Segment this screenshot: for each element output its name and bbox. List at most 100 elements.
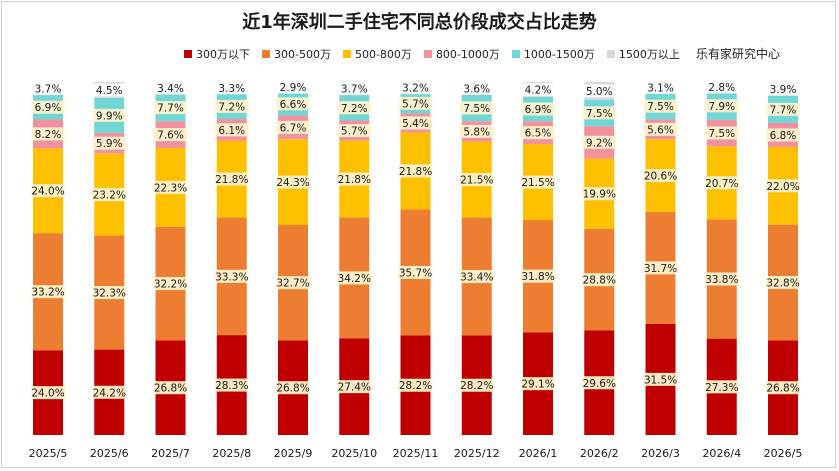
data-label: 2.8% xyxy=(708,82,735,94)
data-label-bg xyxy=(643,99,678,113)
data-label-bg xyxy=(31,82,65,96)
legend-item: 500-800万 xyxy=(342,46,412,62)
legend: 300万以下 300-500万 500-800万 800-1000万 1000-… xyxy=(184,46,680,62)
data-label: 22.3% xyxy=(154,182,187,194)
data-label-bg xyxy=(92,83,127,97)
data-label: 33.2% xyxy=(31,287,64,299)
data-label-bg xyxy=(766,179,800,193)
data-label-bg xyxy=(459,378,494,392)
data-label: 33.4% xyxy=(460,272,493,284)
data-label: 21.5% xyxy=(460,175,493,187)
data-label-bg xyxy=(337,82,372,96)
data-label: 20.7% xyxy=(705,178,738,190)
data-label: 7.5% xyxy=(463,103,490,115)
data-label: 4.2% xyxy=(525,84,552,96)
data-label: 29.1% xyxy=(521,379,554,391)
data-label-bg xyxy=(766,128,800,142)
data-label: 28.8% xyxy=(583,275,616,287)
data-label: 24.0% xyxy=(31,388,64,400)
data-label-bg xyxy=(459,101,494,115)
data-label: 7.5% xyxy=(708,128,735,140)
data-label-bg xyxy=(766,82,800,96)
data-label-bg xyxy=(459,81,494,95)
data-label: 33.3% xyxy=(215,271,248,283)
data-label: 26.8% xyxy=(766,383,799,395)
data-label-bg xyxy=(398,378,433,392)
x-tick-label: 2026/4 xyxy=(702,447,741,460)
data-label-bg xyxy=(276,381,310,395)
x-tick-label: 2025/6 xyxy=(90,447,129,460)
data-label-bg xyxy=(398,265,433,279)
legend-label: 1500万以上 xyxy=(618,48,680,61)
data-label: 20.6% xyxy=(644,171,677,183)
data-label-bg xyxy=(459,173,494,187)
legend-item: 800-1000万 xyxy=(423,46,500,62)
x-tick-label: 2025/8 xyxy=(212,447,251,460)
data-label-bg xyxy=(398,96,433,110)
data-label-bg xyxy=(337,101,372,115)
data-label-bg xyxy=(31,285,65,299)
data-label: 3.2% xyxy=(402,83,429,95)
data-label: 26.8% xyxy=(154,383,187,395)
data-label-bg xyxy=(214,123,249,137)
data-label: 24.3% xyxy=(276,177,309,189)
data-label-bg xyxy=(521,102,555,116)
data-label-bg xyxy=(643,122,678,136)
data-label-bg xyxy=(92,188,127,202)
data-label-bg xyxy=(276,175,310,189)
data-label-bg xyxy=(153,381,188,395)
data-label: 26.8% xyxy=(276,383,309,395)
x-tick-label: 2025/9 xyxy=(274,447,313,460)
data-label: 33.8% xyxy=(705,274,738,286)
data-label-bg xyxy=(31,386,65,400)
data-label: 3.6% xyxy=(463,83,490,95)
legend-swatch xyxy=(606,50,615,58)
data-label: 7.2% xyxy=(218,101,245,113)
data-label-bg xyxy=(398,164,433,178)
data-label: 6.1% xyxy=(218,125,245,137)
data-label: 3.7% xyxy=(35,84,62,96)
chart-title: 近1年深圳二手住宅不同总价段成交占比走势 xyxy=(242,12,597,33)
data-label: 5.7% xyxy=(341,126,368,138)
data-label: 27.3% xyxy=(705,382,738,394)
data-label-bg xyxy=(276,120,310,134)
data-label-bg xyxy=(582,84,617,98)
data-label: 31.5% xyxy=(644,374,677,386)
data-label-bg xyxy=(766,276,800,290)
data-label: 3.3% xyxy=(218,83,245,95)
legend-item: 1500万以上 xyxy=(606,46,680,62)
data-label-bg xyxy=(153,128,188,142)
data-label: 27.4% xyxy=(338,382,371,394)
legend-item: 300万以下 xyxy=(184,46,250,62)
data-label-bg xyxy=(214,172,249,186)
data-label-bg xyxy=(459,124,494,138)
data-label: 35.7% xyxy=(399,267,432,279)
data-label-bg xyxy=(521,126,555,140)
data-label-bg xyxy=(521,377,555,391)
data-label: 9.2% xyxy=(586,137,613,149)
data-label: 6.5% xyxy=(525,128,552,140)
legend-label: 1000-1500万 xyxy=(523,48,595,61)
data-label-bg xyxy=(704,80,739,94)
data-label-bg xyxy=(704,272,739,286)
data-label: 9.9% xyxy=(96,110,123,122)
data-label-bg xyxy=(337,380,372,394)
data-label: 6.6% xyxy=(280,99,307,111)
data-label-bg xyxy=(582,135,617,149)
data-label: 31.8% xyxy=(521,271,554,283)
data-label-bg xyxy=(582,376,617,390)
data-label: 5.0% xyxy=(586,86,613,98)
data-label: 28.3% xyxy=(215,380,248,392)
data-label-bg xyxy=(31,184,65,198)
legend-swatch xyxy=(511,50,520,58)
data-label-bg xyxy=(766,381,800,395)
data-label-bg xyxy=(214,378,249,392)
data-label-bg xyxy=(521,82,555,96)
x-tick-label: 2025/11 xyxy=(393,447,439,460)
data-label: 21.8% xyxy=(399,166,432,178)
data-label: 4.5% xyxy=(96,85,123,97)
data-label: 21.8% xyxy=(215,174,248,186)
source-label: 乐有家研究中心 xyxy=(696,47,781,61)
x-tick-label: 2025/7 xyxy=(151,447,190,460)
data-label-bg xyxy=(31,100,65,114)
